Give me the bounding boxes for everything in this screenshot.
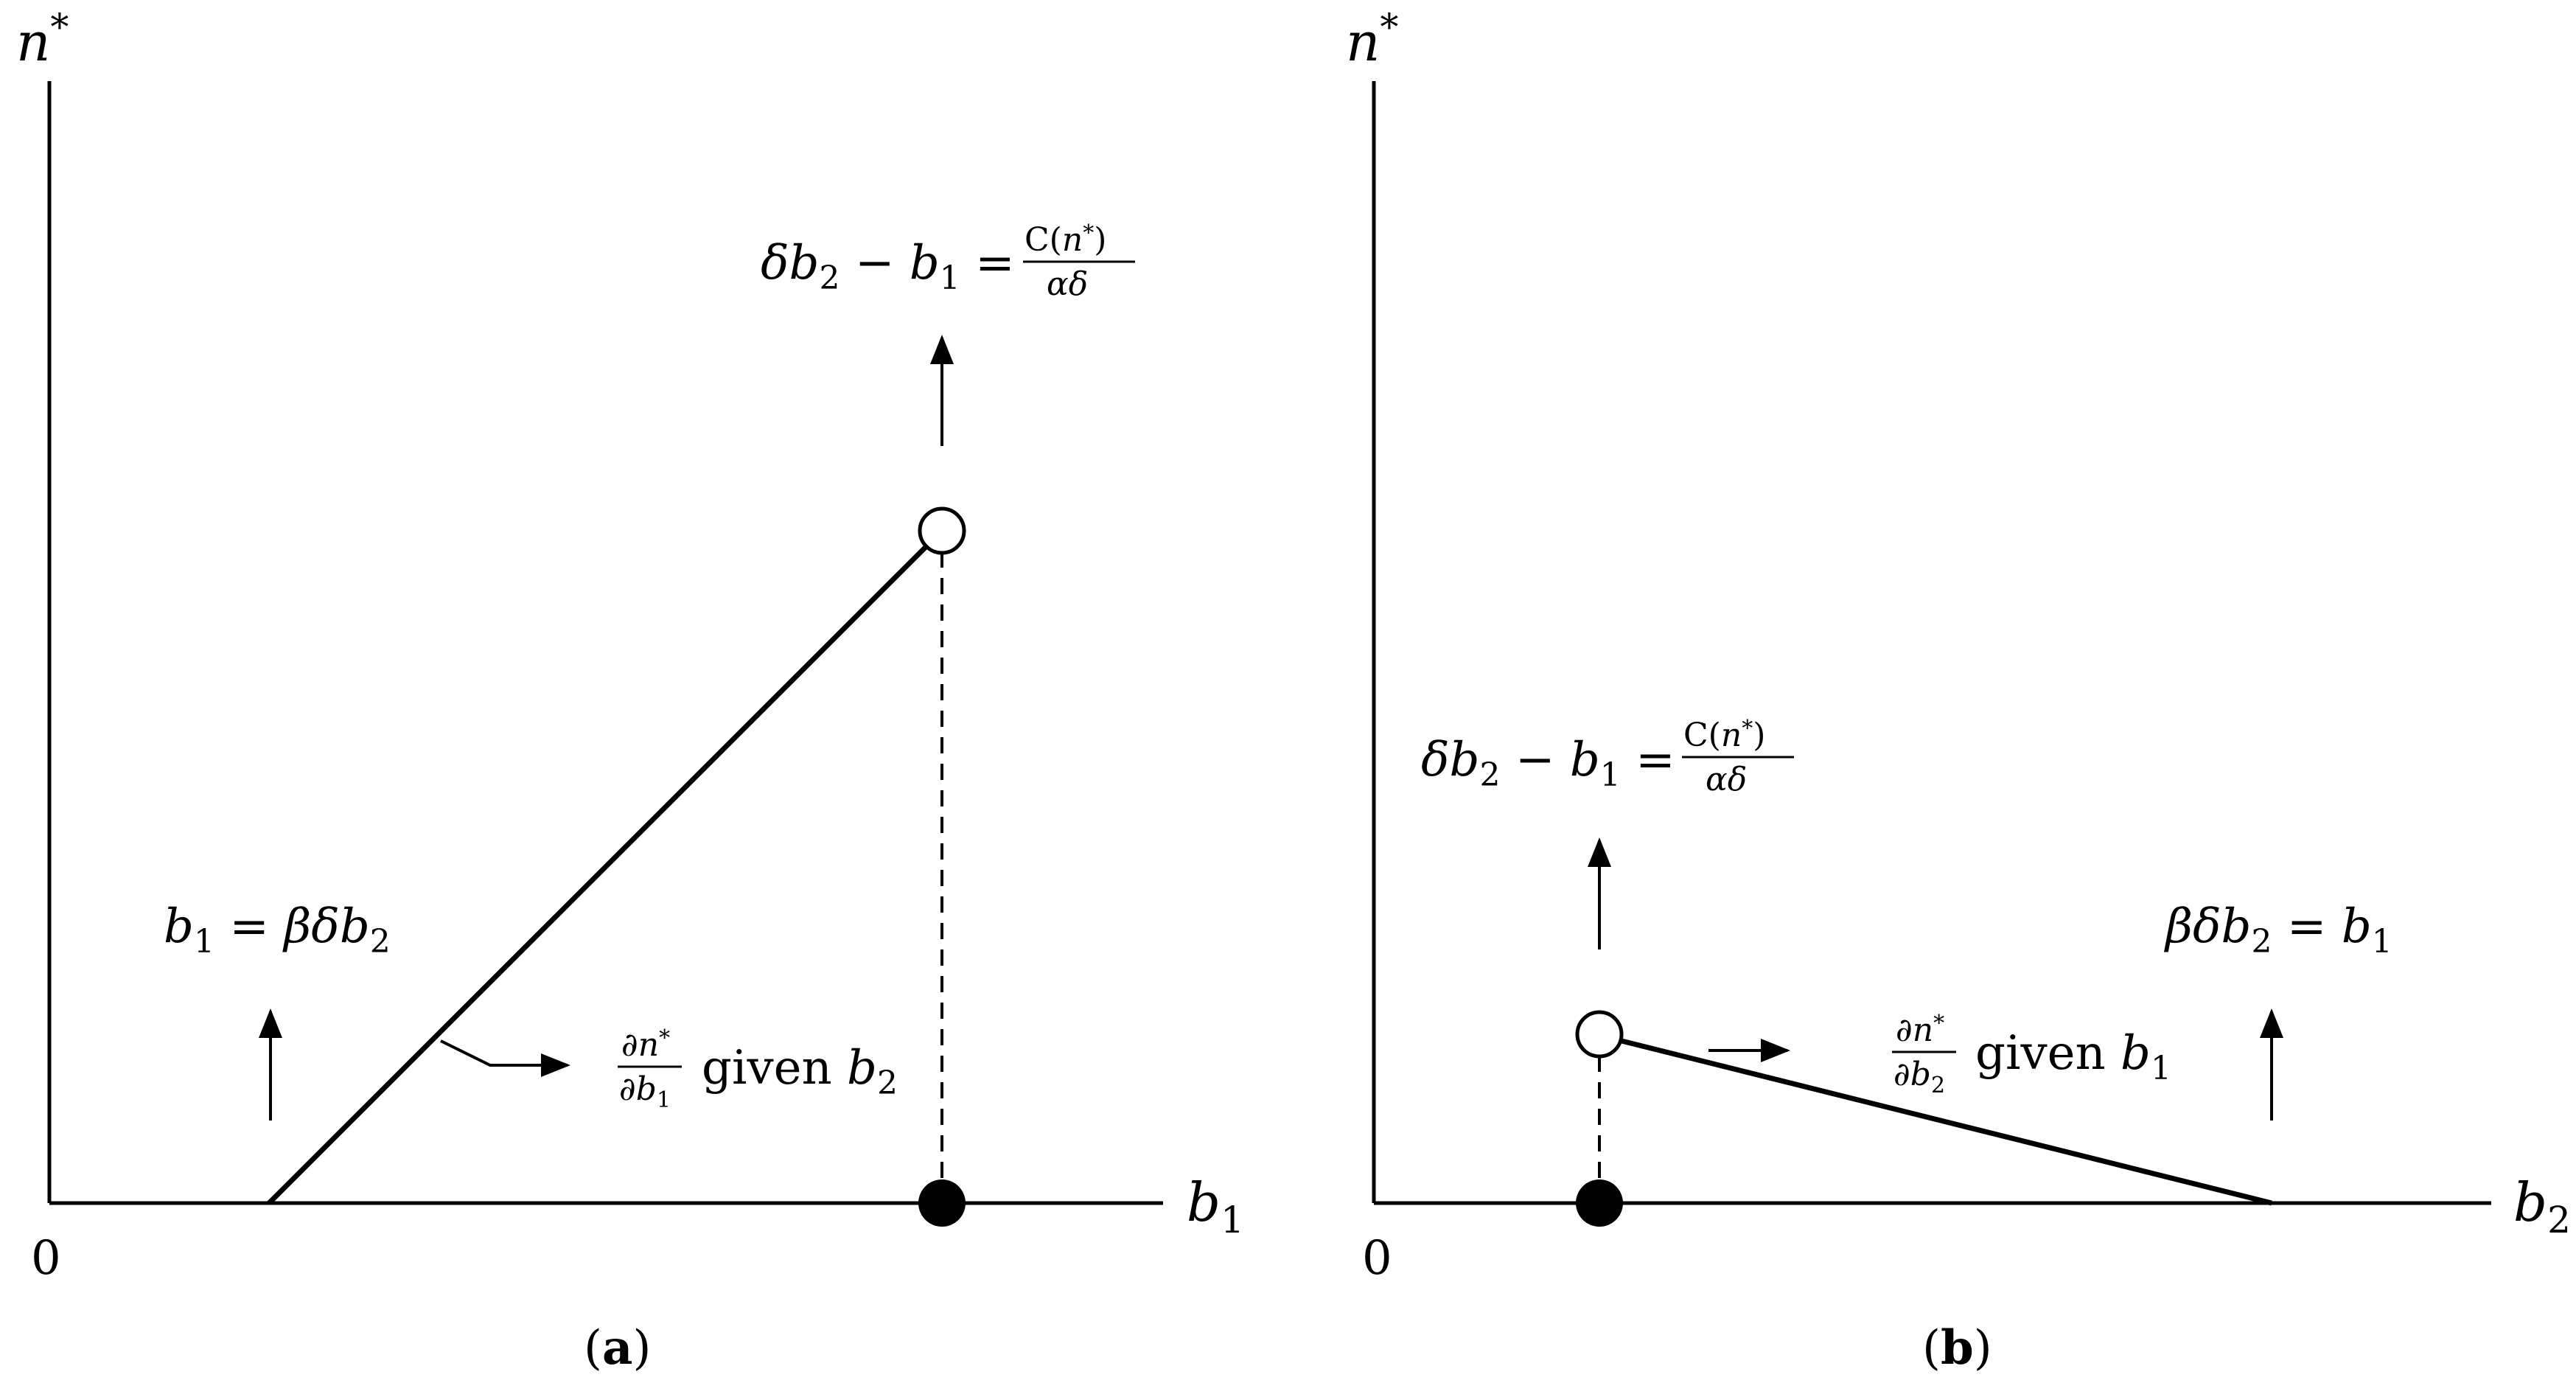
panel-a-slope-leader [440,1039,570,1077]
panel-a-slope-label: ∂n* ∂b1 given b2 [618,1025,898,1113]
svg-text:∂n*: ∂n* [1896,1011,1944,1049]
panel-a-upper-bound-fraction: C(n*) αδ [1023,220,1135,303]
panel-b-upper-bound-fraction: C(n*) αδ [1682,716,1794,798]
svg-text:given b2: given b2 [702,1041,898,1102]
panel-a-x-axis-label: b1 [1187,1171,1244,1241]
panel-b-x-axis-label: b2 [2513,1171,2571,1241]
panel-a-y-axis-label: n* [16,6,69,73]
svg-text:αδ: αδ [1706,761,1747,798]
panel-b-filled-circle [1576,1179,1623,1227]
svg-text:∂b1: ∂b1 [619,1070,671,1113]
panel-b-response-line [1600,1033,2272,1206]
panel-a: n* 0 b1 b1 = βδb2 δb2 − b1 = C(n*) αδ ∂n… [16,6,1244,1376]
panel-a-upper-bound-label: δb2 − b1 = [761,236,1015,297]
panel-b-y-axis-label: n* [1346,6,1398,73]
svg-text:αδ: αδ [1047,265,1088,303]
panel-a-open-circle [918,506,966,555]
svg-text:∂b2: ∂b2 [1893,1056,1945,1098]
panel-b-upper-bound-label: δb2 − b1 = [1421,733,1675,794]
svg-text:given b1: given b1 [1975,1026,2171,1087]
panel-b-origin-label: 0 [1362,1231,1392,1286]
svg-text:C(n*): C(n*) [1683,716,1765,754]
panel-a-filled-circle [918,1179,966,1227]
panel-b-slope-label: ∂n* ∂b2 given b1 [1892,1011,2171,1098]
panel-a-origin-label: 0 [31,1231,61,1286]
svg-text:∂n*: ∂n* [621,1025,670,1064]
panel-b: n* 0 b2 δb2 − b1 = C(n*) αδ βδb2 = b1 ∂n… [1346,6,2571,1376]
panel-a-threshold-label: b1 = βδb2 [164,899,391,961]
svg-text:C(n*): C(n*) [1025,220,1106,259]
panel-a-caption: (a) [584,1320,651,1376]
panel-a-response-line [267,529,944,1205]
panel-b-open-circle [1575,1010,1624,1059]
panel-b-caption: (b) [1922,1320,1992,1376]
panel-b-threshold-label: βδb2 = b1 [2164,899,2392,961]
